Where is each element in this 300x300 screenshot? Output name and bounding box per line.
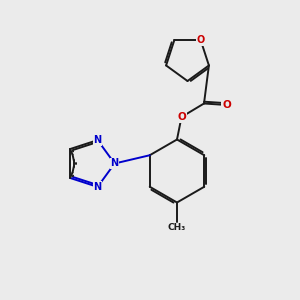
Text: O: O	[177, 112, 186, 122]
Text: N: N	[110, 158, 119, 169]
Text: N: N	[94, 135, 102, 145]
Text: N: N	[94, 182, 102, 192]
Text: CH₃: CH₃	[168, 223, 186, 232]
Text: O: O	[222, 100, 231, 110]
Text: O: O	[196, 35, 205, 45]
